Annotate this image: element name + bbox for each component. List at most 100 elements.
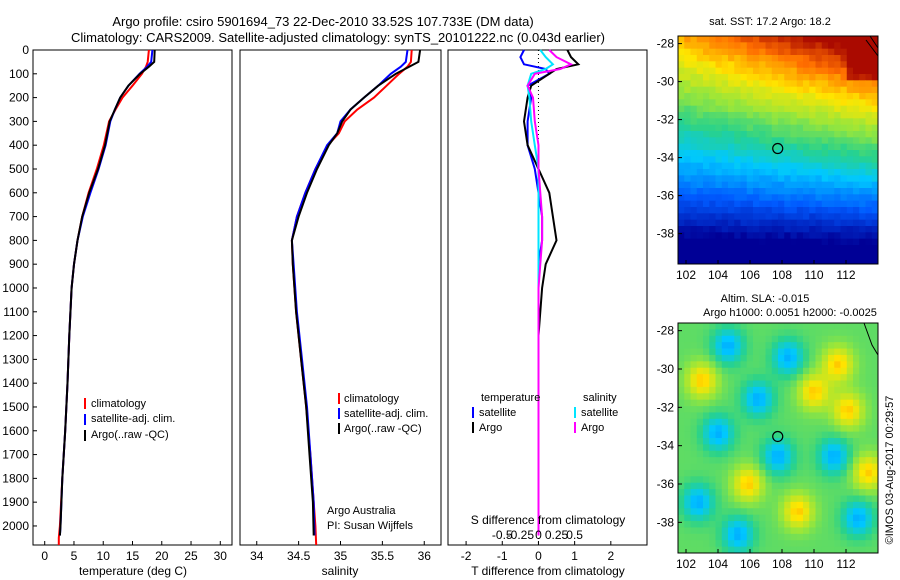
heatmap-cell [815, 380, 823, 388]
heatmap-cell [696, 482, 704, 490]
heatmap-cell [846, 93, 854, 100]
heatmap-cell [740, 42, 748, 50]
heatmap-cell [734, 169, 741, 176]
heatmap-cell [778, 386, 785, 394]
difference-x-label: T difference from climatology [471, 564, 625, 578]
heatmap-cell [765, 438, 773, 445]
heatmap-cell [803, 450, 810, 458]
heatmap-cell [734, 329, 741, 337]
heatmap-cell [684, 425, 691, 433]
heatmap-cell [834, 444, 841, 452]
heatmap-cell [840, 124, 848, 132]
heatmap-cell [828, 245, 835, 252]
heatmap-cell [784, 42, 791, 50]
heatmap-cell [765, 181, 773, 189]
heatmap-cell [759, 112, 766, 119]
heatmap-cell [771, 61, 779, 69]
heatmap-cell [796, 124, 804, 132]
heatmap-cell [790, 226, 798, 233]
heatmap-cell [703, 169, 710, 176]
heatmap-cell [740, 112, 748, 119]
heatmap-cell [765, 399, 773, 407]
heatmap-cell [871, 55, 879, 62]
heatmap-cell [871, 124, 879, 132]
heatmap-cell [678, 431, 685, 439]
heatmap-cell [771, 175, 779, 183]
heatmap-cell [821, 386, 829, 394]
heatmap-cell [703, 93, 710, 100]
heatmap-cell [803, 105, 810, 113]
heatmap-cell [834, 150, 841, 157]
heatmap-cell [746, 150, 754, 157]
heatmap-cell [759, 406, 766, 413]
heatmap-cell [721, 257, 729, 265]
heatmap-cell [696, 348, 704, 356]
heatmap-cell [840, 463, 848, 471]
heatmap-cell [703, 323, 710, 330]
heatmap-cell [684, 329, 691, 337]
heatmap-cell [765, 169, 773, 176]
heatmap-cell [721, 207, 729, 214]
heatmap-cell [771, 457, 779, 464]
heatmap-cell [828, 232, 835, 240]
heatmap-cell [865, 232, 873, 240]
heatmap-cell [734, 495, 741, 503]
heatmap-cell [765, 245, 773, 252]
heatmap-cell [790, 156, 798, 164]
heatmap-cell [715, 143, 723, 151]
heatmap-cell [696, 361, 704, 369]
heatmap-cell [703, 207, 710, 214]
heatmap-cell [846, 131, 854, 138]
heatmap-cell [746, 495, 754, 503]
heatmap-cell [859, 354, 866, 362]
heatmap-cell [865, 238, 873, 246]
heatmap-cell [703, 489, 710, 496]
heatmap-cell [815, 463, 823, 471]
heatmap-cell [828, 412, 835, 420]
heatmap-cell [809, 194, 816, 202]
heatmap-cell [746, 55, 754, 62]
heatmap-cell [746, 527, 754, 535]
heatmap-cell [815, 508, 823, 516]
x-tick-label: 36 [418, 549, 432, 563]
heatmap-cell [828, 251, 835, 259]
heatmap-cell [815, 162, 823, 170]
heatmap-cell [771, 495, 779, 503]
heatmap-cell [734, 450, 741, 458]
heatmap-cell [721, 418, 729, 426]
heatmap-cell [746, 533, 754, 541]
heatmap-cell [734, 200, 741, 208]
heatmap-cell [678, 67, 685, 75]
heatmap-cell [703, 354, 710, 362]
heatmap-cell [721, 406, 729, 413]
heatmap-cell [696, 393, 704, 401]
heatmap-cell [678, 501, 685, 509]
heatmap-cell [759, 457, 766, 464]
heatmap-cell [690, 42, 698, 50]
heatmap-cell [865, 469, 873, 477]
heatmap-cell [821, 226, 829, 233]
heatmap-cell [778, 188, 785, 195]
heatmap-cell [871, 367, 879, 375]
heatmap-cell [796, 482, 804, 490]
heatmap-cell [790, 257, 798, 265]
heatmap-cell [709, 219, 716, 227]
heatmap-cell [871, 546, 879, 554]
heatmap-cell [803, 527, 810, 535]
heatmap-cell [790, 175, 798, 183]
heatmap-cell [796, 219, 804, 227]
heatmap-cell [696, 367, 704, 375]
heatmap-cell [696, 444, 704, 452]
heatmap-cell [778, 36, 785, 43]
heatmap-cell [834, 374, 841, 381]
heatmap-cell [734, 99, 741, 107]
heatmap-cell [834, 55, 841, 62]
heatmap-cell [684, 508, 691, 516]
heatmap-cell [721, 48, 729, 56]
heatmap-cell [871, 374, 879, 381]
heatmap-cell [709, 257, 716, 265]
heatmap-cell [834, 546, 841, 554]
heatmap-cell [784, 226, 791, 233]
heatmap-cell [778, 105, 785, 113]
heatmap-cell [684, 48, 691, 56]
